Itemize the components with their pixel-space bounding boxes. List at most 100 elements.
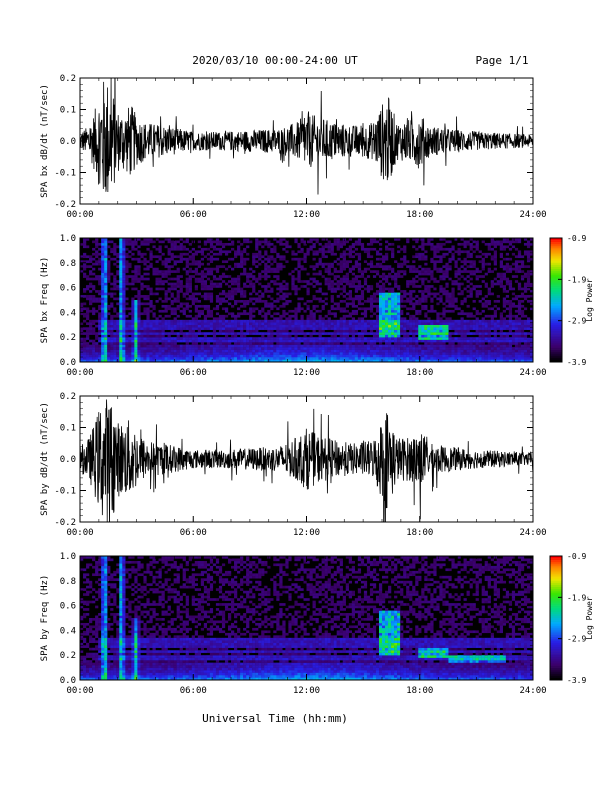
spectrogram-cell [502,238,507,241]
spectrogram-cell [128,242,132,246]
spectrogram-cell [520,262,525,266]
spectrogram-cell [360,292,365,296]
spectrogram-cell [116,349,120,353]
spectrogram-cell [179,359,183,363]
spectrogram-cell [478,300,482,303]
spectrogram-cell [403,262,407,266]
spectrogram-cell [152,267,156,271]
spectrogram-cell [372,275,377,278]
spectrogram-cell [209,300,214,303]
spectrogram-cell [502,300,507,303]
spectrogram-cell [487,290,491,293]
spectrogram-cell [436,267,440,271]
spectrogram-cell [439,317,443,321]
spectrogram-cell [200,295,205,298]
spectrogram-cell [490,357,494,360]
spectrogram-cell [369,332,374,335]
spectrogram-cell [101,337,105,340]
spectrogram-cell [493,267,497,271]
spectrogram-cell [484,337,488,340]
spectrogram-cell [276,322,280,325]
spectrogram-cell [149,334,153,338]
spectrogram-cell [412,290,416,293]
spectrogram-cell [430,324,434,328]
spectrogram-cell [357,257,362,261]
spectrogram-cell [354,260,359,263]
spectrogram-cell [140,339,144,343]
spectrogram-cell [318,290,322,293]
spectrogram-cell [517,270,522,273]
spectrogram-cell [119,324,123,328]
spectrogram-cell [285,317,289,321]
spectrogram-cell [237,277,241,281]
spectrogram-cell [203,357,208,360]
spectrogram-cell [125,247,129,251]
spectrogram-cell [412,285,416,288]
spectrogram-cell [116,280,120,283]
spectrogram-cell [176,280,180,283]
spectrogram-cell [348,312,352,316]
spectrogram-cell [164,300,168,303]
spectrogram-cell [125,322,129,325]
spectrogram-cell [86,349,90,353]
spectrogram-cell [306,347,310,350]
spectrogram-cell [514,349,519,353]
spectrogram-cell [436,322,440,325]
spectrogram-cell [397,337,401,340]
spectrogram-cell [363,359,368,363]
spectrogram-cell [83,290,87,293]
spectrogram-cell [481,257,485,261]
spectrogram-cell [104,285,108,288]
spectrogram-cell [104,270,108,273]
spectrogram-cell [421,357,425,360]
spectrogram-cell [342,267,346,271]
spectrogram-cell [418,349,422,353]
spectrogram-cell [285,287,289,291]
spectrogram-cell [454,280,458,283]
spectrogram-cell [209,324,214,328]
spectrogram-cell [412,322,416,325]
spectrogram-cell [89,319,93,323]
spectrogram-cell [378,329,383,333]
spectrogram-cell [403,260,407,263]
spectrogram-cell [255,242,259,246]
spectrogram-cell [472,287,476,291]
spectrogram-cell [508,309,513,313]
spectrogram-cell [249,307,253,311]
spectrogram-cell [291,342,295,345]
spectrogram-cell [400,317,404,321]
spectrogram-cell [221,349,226,353]
spectrogram-cell [140,282,144,286]
spectrogram-cell [448,342,452,345]
spectrogram-cell [188,287,192,291]
spectrogram-cell [80,302,84,306]
spectrogram-cell [321,275,325,278]
spectrogram-cell [224,349,229,353]
spectrogram-cell [291,282,295,286]
spectrogram-cell [400,270,404,273]
spectrogram-cell [378,314,383,318]
spectrogram-cell [463,339,467,343]
spectrogram-cell [385,342,389,345]
spectrogram-cell [342,285,346,288]
spectrogram-cell [152,332,156,335]
spectrogram-cell [270,344,274,348]
spectrogram-cell [104,272,108,276]
spectrogram-cell [107,265,111,268]
spectrogram-cell [176,270,180,273]
spectrogram-cell [360,332,365,335]
spectrogram-cell [366,359,371,363]
spectrogram-cell [227,342,232,345]
spectrogram-cell [409,267,413,271]
spectrogram-cell [110,327,114,330]
spectrogram-cell [330,342,334,345]
spectrogram-cell [397,322,401,325]
spectrogram-cell [155,317,159,321]
spectrogram-cell [203,240,208,244]
spectrogram-cell [185,324,189,328]
spectrogram-cell [176,349,180,353]
spectrogram-cell [375,257,380,261]
spectrogram-cell [206,270,211,273]
spectrogram-cell [191,257,195,261]
spectrogram-cell [394,317,398,321]
